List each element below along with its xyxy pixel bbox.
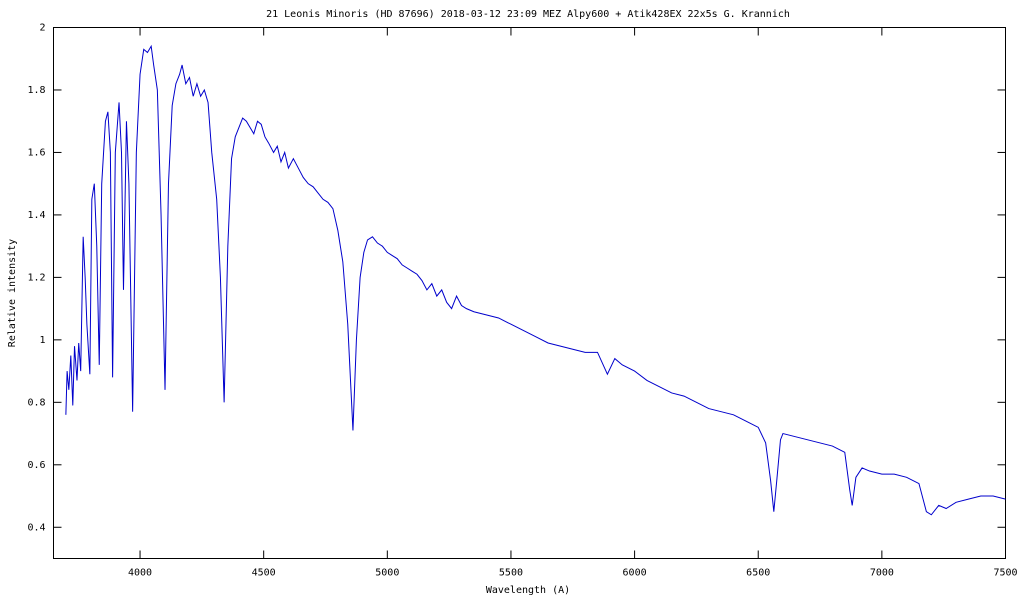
x-tick-label: 5000 bbox=[375, 568, 399, 579]
x-tick-label: 6000 bbox=[623, 568, 647, 579]
y-tick-label: 1.4 bbox=[27, 210, 45, 221]
x-axis-label: Wavelength (A) bbox=[486, 585, 570, 596]
y-tick-label: 2 bbox=[39, 23, 45, 34]
y-tick-label: 0.8 bbox=[27, 397, 45, 408]
y-tick-label: 0.4 bbox=[27, 522, 45, 533]
spectrum-line bbox=[65, 44, 1006, 516]
x-tick-label: 7000 bbox=[870, 568, 894, 579]
y-tick-label: 0.6 bbox=[27, 460, 45, 471]
chart-title: 21 Leonis Minoris (HD 87696) 2018-03-12 … bbox=[266, 9, 790, 20]
y-tick-label: 1.2 bbox=[27, 272, 45, 283]
y-tick-label: 1 bbox=[39, 335, 45, 346]
y-tick-label: 1.6 bbox=[27, 147, 45, 158]
x-tick-label: 6500 bbox=[746, 568, 770, 579]
x-tick-label: 5500 bbox=[499, 568, 523, 579]
x-tick-label: 4000 bbox=[128, 568, 152, 579]
x-tick-label: 4500 bbox=[252, 568, 276, 579]
plot-frame bbox=[53, 27, 1006, 559]
y-axis-label: Relative intensity bbox=[7, 239, 18, 347]
y-tick-label: 1.8 bbox=[27, 85, 45, 96]
x-tick-label: 7500 bbox=[993, 568, 1017, 579]
